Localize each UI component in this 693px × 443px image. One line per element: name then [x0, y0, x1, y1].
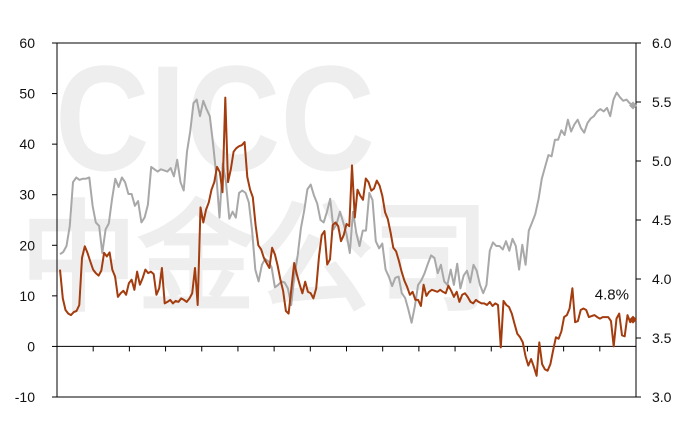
y-left-tick-label: 60: [19, 35, 35, 51]
y-left-tick-label: 40: [19, 136, 35, 152]
y-left-tick-label: -10: [15, 389, 35, 405]
series-line-left: [59, 96, 634, 377]
series-layer: [59, 91, 637, 377]
series-end-marker-left: [629, 315, 637, 324]
y-left-tick-label: 30: [19, 187, 35, 203]
y-left-tick-label: 0: [27, 338, 35, 354]
series-line-right: [59, 91, 634, 324]
y-right-tick-label: 5.5: [652, 94, 672, 110]
y-right-tick-label: 4.0: [652, 271, 672, 287]
annotation-layer: 4.8%: [595, 287, 629, 304]
y-left-tick-label: 20: [19, 237, 35, 253]
y-right-tick-label: 6.0: [652, 35, 672, 51]
y-left-tick-label: 10: [19, 288, 35, 304]
y-right-tick-label: 3.5: [652, 330, 672, 346]
axes: -10 0 10 20 30 40 50 60 3.0 3.5 4.0 4.5 5.0 5.5 6.0: [15, 35, 672, 405]
y-right-tick-label: 4.5: [652, 212, 672, 228]
y-right-tick-label: 5.0: [652, 153, 672, 169]
annotation-label: 4.8%: [595, 287, 629, 304]
series-end-marker-right: [629, 101, 637, 110]
y-left-tick-label: 50: [19, 86, 35, 102]
y-right-tick-label: 3.0: [652, 389, 672, 405]
